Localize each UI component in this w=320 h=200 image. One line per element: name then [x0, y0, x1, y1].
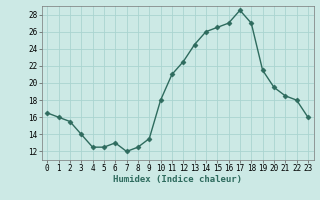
X-axis label: Humidex (Indice chaleur): Humidex (Indice chaleur) — [113, 175, 242, 184]
